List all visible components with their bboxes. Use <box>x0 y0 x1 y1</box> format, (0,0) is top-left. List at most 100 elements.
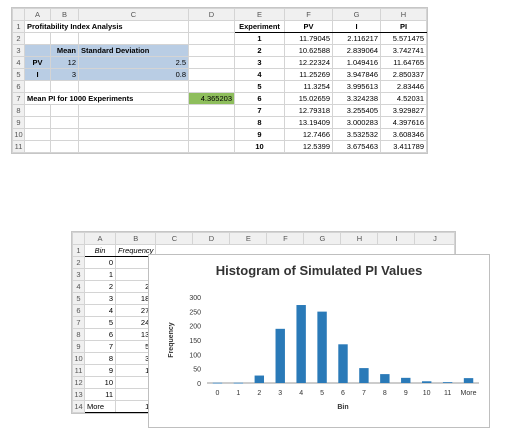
pi-value-cell[interactable]: 3.929827 <box>380 104 427 117</box>
cell[interactable] <box>78 80 189 93</box>
experiment-number-cell[interactable]: 4 <box>234 68 285 81</box>
row-header[interactable]: 7 <box>72 316 85 329</box>
cell[interactable] <box>78 116 189 129</box>
sheet-title-cell[interactable]: Profitability Index Analysis <box>24 20 189 33</box>
column-header[interactable]: D <box>192 232 231 245</box>
row-header[interactable]: 2 <box>72 256 85 269</box>
column-header[interactable]: A <box>84 232 116 245</box>
row-header[interactable]: 4 <box>12 56 25 69</box>
pv-value-cell[interactable]: 11.25269 <box>284 68 333 81</box>
cell[interactable] <box>24 128 51 141</box>
cell[interactable] <box>50 116 79 129</box>
pi-value-cell[interactable]: 4.397616 <box>380 116 427 129</box>
pv-value-cell[interactable]: 11.79045 <box>284 32 333 45</box>
row-header[interactable]: 8 <box>12 104 25 117</box>
cell[interactable] <box>78 104 189 117</box>
pv-value-cell[interactable]: 11.3254 <box>284 80 333 93</box>
pi-value-cell[interactable]: 3.411789 <box>380 140 427 153</box>
pv-value-cell[interactable]: 15.02659 <box>284 92 333 105</box>
cell[interactable] <box>188 68 235 81</box>
pi-header-cell[interactable]: PI <box>380 20 427 33</box>
sd-header-cell[interactable]: Standard Deviation <box>78 44 189 57</box>
experiment-number-cell[interactable]: 8 <box>234 116 285 129</box>
pi-value-cell[interactable]: 11.64765 <box>380 56 427 69</box>
cell[interactable] <box>24 104 51 117</box>
pv-sd-cell[interactable]: 2.5 <box>78 56 189 69</box>
row-header[interactable]: 14 <box>72 400 85 413</box>
bin-cell[interactable]: More <box>84 400 116 413</box>
column-header[interactable]: D <box>188 8 235 21</box>
row-header[interactable]: 5 <box>12 68 25 81</box>
column-header[interactable]: I <box>377 232 416 245</box>
i-value-cell[interactable]: 3.947846 <box>332 68 381 81</box>
pv-value-cell[interactable]: 13.19409 <box>284 116 333 129</box>
pi-value-cell[interactable]: 2.83446 <box>380 80 427 93</box>
column-header[interactable]: E <box>229 232 268 245</box>
cell[interactable] <box>188 20 235 33</box>
cell[interactable] <box>24 80 51 93</box>
experiment-number-cell[interactable]: 7 <box>234 104 285 117</box>
row-header[interactable]: 1 <box>72 244 85 257</box>
cell[interactable] <box>24 32 51 45</box>
bin-cell[interactable]: 5 <box>84 316 116 329</box>
row-header[interactable]: 3 <box>72 268 85 281</box>
mean-pi-value-cell[interactable]: 4.365203 <box>188 92 235 105</box>
pv-value-cell[interactable]: 12.7466 <box>284 128 333 141</box>
cell[interactable] <box>50 104 79 117</box>
experiment-number-cell[interactable]: 5 <box>234 80 285 93</box>
column-header[interactable]: E <box>234 8 285 21</box>
experiment-number-cell[interactable]: 3 <box>234 56 285 69</box>
i-mean-cell[interactable]: 3 <box>50 68 79 81</box>
pv-mean-cell[interactable]: 12 <box>50 56 79 69</box>
bin-cell[interactable]: 6 <box>84 328 116 341</box>
histogram-chart[interactable]: Histogram of Simulated PI Values 0 50 100 1… <box>148 254 490 428</box>
row-header[interactable]: 8 <box>72 328 85 341</box>
row-header[interactable]: 9 <box>12 116 25 129</box>
pv-value-cell[interactable]: 12.79318 <box>284 104 333 117</box>
i-header-cell[interactable]: I <box>332 20 381 33</box>
i-value-cell[interactable]: 2.839064 <box>332 44 381 57</box>
i-value-cell[interactable]: 3.255405 <box>332 104 381 117</box>
i-label-cell[interactable]: I <box>24 68 51 81</box>
row-header[interactable]: 2 <box>12 32 25 45</box>
cell[interactable] <box>188 80 235 93</box>
mean-pi-label-cell[interactable]: Mean PI for 1000 Experiments <box>24 92 189 105</box>
column-header[interactable]: G <box>303 232 342 245</box>
i-value-cell[interactable]: 3.532532 <box>332 128 381 141</box>
bin-cell[interactable]: 1 <box>84 268 116 281</box>
bin-cell[interactable]: 4 <box>84 304 116 317</box>
column-header[interactable]: F <box>284 8 333 21</box>
bin-cell[interactable]: 10 <box>84 376 116 389</box>
pi-value-cell[interactable]: 5.571475 <box>380 32 427 45</box>
pv-label-cell[interactable]: PV <box>24 56 51 69</box>
pv-header-cell[interactable]: PV <box>284 20 333 33</box>
row-header[interactable]: 4 <box>72 280 85 293</box>
i-sd-cell[interactable]: 0.8 <box>78 68 189 81</box>
bin-cell[interactable]: 7 <box>84 340 116 353</box>
experiment-number-cell[interactable]: 6 <box>234 92 285 105</box>
cell[interactable] <box>188 128 235 141</box>
row-header[interactable]: 3 <box>12 44 25 57</box>
cell[interactable] <box>24 116 51 129</box>
cell[interactable] <box>188 56 235 69</box>
select-all-corner[interactable] <box>12 8 25 21</box>
i-value-cell[interactable]: 2.116217 <box>332 32 381 45</box>
experiment-number-cell[interactable]: 10 <box>234 140 285 153</box>
cell[interactable] <box>24 140 51 153</box>
experiment-number-cell[interactable]: 1 <box>234 32 285 45</box>
i-value-cell[interactable]: 3.324238 <box>332 92 381 105</box>
column-header[interactable]: C <box>78 8 189 21</box>
pv-value-cell[interactable]: 12.5399 <box>284 140 333 153</box>
row-header[interactable]: 11 <box>72 364 85 377</box>
cell[interactable] <box>50 80 79 93</box>
cell[interactable] <box>188 104 235 117</box>
row-header[interactable]: 10 <box>12 128 25 141</box>
cell[interactable] <box>50 140 79 153</box>
cell[interactable] <box>188 140 235 153</box>
row-header[interactable]: 5 <box>72 292 85 305</box>
cell[interactable] <box>78 32 189 45</box>
bin-cell[interactable]: 8 <box>84 352 116 365</box>
mean-header-cell[interactable]: Mean <box>50 44 79 57</box>
column-header[interactable]: C <box>155 232 194 245</box>
cell[interactable] <box>50 128 79 141</box>
